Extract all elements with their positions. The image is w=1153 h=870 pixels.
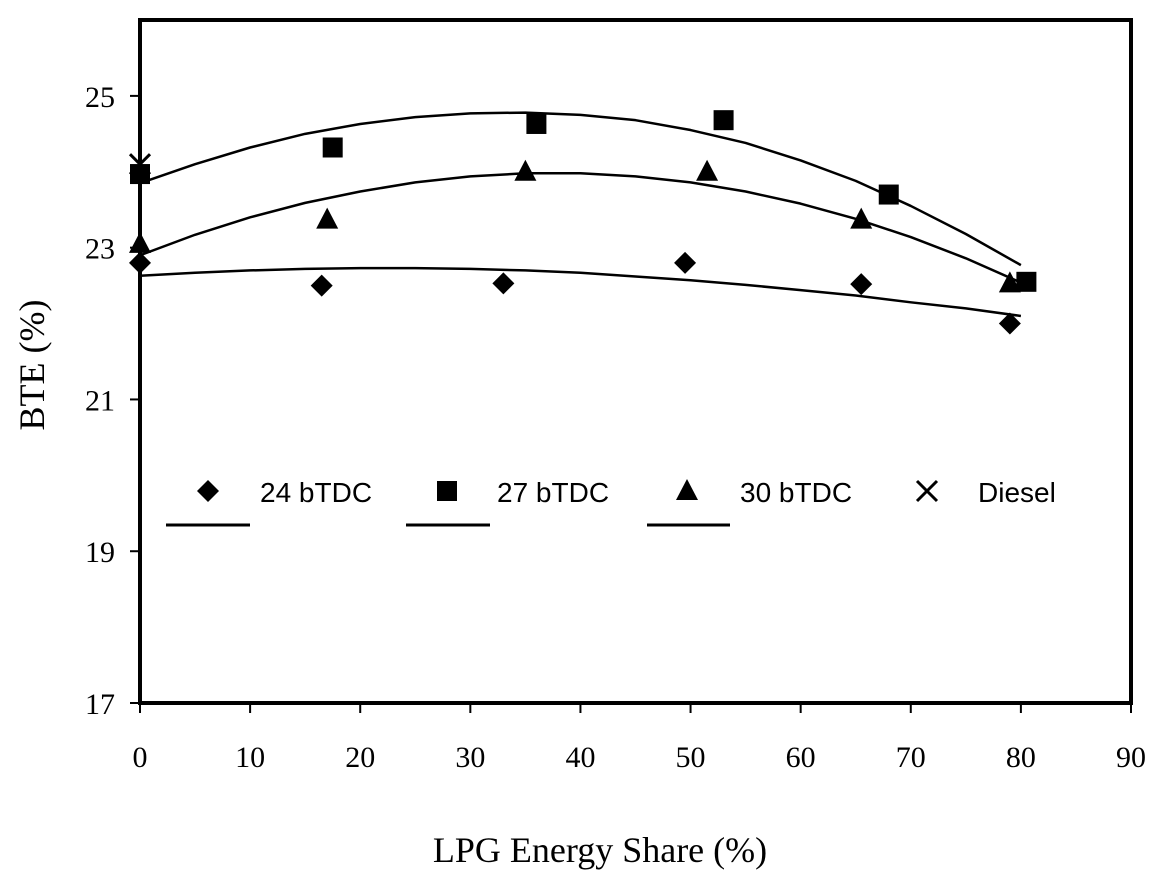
x-tick-label: 50	[676, 741, 706, 774]
point-24-btdc	[998, 312, 1021, 335]
legend-marker-diesel	[915, 479, 939, 503]
point-24-btdc	[310, 274, 333, 297]
point-30-btdc	[850, 207, 873, 229]
x-axis-title: LPG Energy Share (%)	[433, 830, 767, 870]
y-tick-label: 19	[85, 536, 115, 569]
point-27-btdc	[526, 113, 547, 134]
x-tick-label: 80	[1006, 741, 1036, 774]
legend-marker-27-btdc	[437, 481, 457, 501]
x-tick-label: 40	[565, 741, 595, 774]
point-24-btdc	[129, 251, 151, 274]
legend-label-24-btdc: 24 bTDC	[260, 477, 372, 508]
trend-line-27-btdc	[139, 111, 1022, 267]
point-24-btdc	[674, 251, 697, 274]
point-30-btdc	[696, 159, 719, 181]
x-tick-label: 30	[455, 741, 485, 774]
x-tick-label: 70	[896, 741, 926, 774]
x-tick-label: 60	[786, 741, 816, 774]
trend-line-30-btdc	[139, 172, 1022, 284]
legend: 24 bTDC 27 bTDC 30 bTDC Diesel	[166, 477, 1056, 527]
point-diesel	[128, 153, 152, 176]
trend-line-24-btdc	[139, 266, 1022, 318]
data-markers	[128, 110, 1037, 335]
point-30-btdc	[316, 207, 339, 229]
y-tick-label: 23	[85, 233, 115, 266]
point-30-btdc	[514, 159, 537, 181]
point-27-btdc	[713, 110, 734, 131]
point-27-btdc	[322, 137, 343, 158]
x-tick-label: 90	[1116, 741, 1146, 774]
x-tick-label: 0	[133, 741, 148, 774]
point-27-btdc	[130, 164, 150, 185]
point-27-btdc	[1016, 271, 1037, 292]
y-axis-ticks: 17 19 21 23 25	[85, 81, 140, 721]
y-tick-label: 25	[85, 81, 115, 114]
y-tick-label: 21	[85, 384, 115, 417]
y-tick-label: 17	[85, 688, 115, 721]
x-tick-label: 10	[235, 741, 265, 774]
legend-marker-30-btdc	[676, 479, 698, 500]
point-24-btdc	[492, 272, 515, 295]
point-30-btdc	[998, 271, 1021, 293]
legend-label-30-btdc: 30 bTDC	[740, 477, 852, 508]
point-24-btdc	[850, 273, 873, 296]
x-tick-label: 20	[345, 741, 375, 774]
y-axis-title: BTE (%)	[12, 300, 52, 431]
point-27-btdc	[878, 184, 899, 205]
legend-label-27-btdc: 27 bTDC	[497, 477, 609, 508]
trend-lines	[139, 111, 1022, 318]
x-axis-ticks: 0 10 20 30 40 50 60 70 80 90	[133, 703, 1146, 774]
point-30-btdc	[129, 231, 151, 253]
plot-frame	[138, 18, 1133, 705]
legend-label-diesel: Diesel	[978, 477, 1056, 508]
legend-marker-24-btdc	[197, 480, 219, 502]
